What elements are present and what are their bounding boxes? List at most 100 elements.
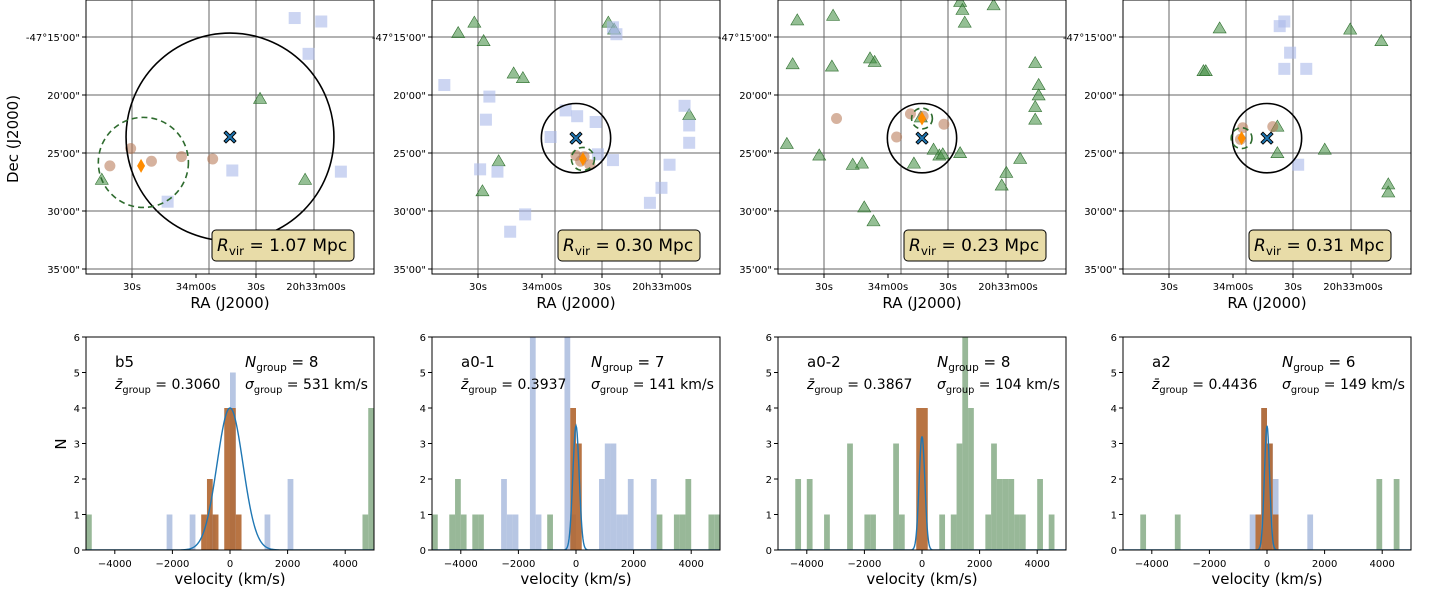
histogram-bar-brown	[235, 514, 242, 550]
sky-xtick-label: 30s	[123, 282, 141, 293]
hist-xtick-label: 4000	[1024, 559, 1049, 570]
member-triangle-marker	[845, 157, 860, 170]
hist-xtick-label: 0	[573, 559, 579, 570]
sky-ytick-label: 25'00"	[47, 149, 80, 160]
group-name-label: a0-1	[461, 353, 495, 371]
member-triangle-marker	[854, 156, 869, 169]
group-redshift-label-part-2: = 0.3060	[151, 377, 221, 393]
member-square-marker	[438, 79, 451, 92]
member-square-marker	[1292, 158, 1305, 171]
group-count-label-part-1: group	[602, 362, 633, 374]
group-dispersion-label-part-2: = 141 km/s	[628, 377, 714, 393]
histogram-bar-green	[1019, 514, 1026, 550]
gaussian-fit-line	[778, 436, 1066, 550]
member-triangle-marker	[467, 15, 482, 28]
hist-ytick-label: 6	[766, 333, 772, 344]
group-redshift-label: z̄group = 0.3060	[114, 377, 220, 396]
member-square-marker	[1278, 62, 1291, 75]
histogram-bar-green	[656, 514, 663, 550]
histogram-bar-blue	[627, 479, 634, 550]
gaussian-fit-line	[86, 407, 374, 550]
member-triangle-marker	[491, 154, 506, 167]
sky-xtick-label: 20h33m00s	[632, 282, 691, 293]
hist-xtick-label: −2000	[155, 559, 189, 570]
histogram-bar-green	[824, 514, 830, 550]
rvir-annotation-text-part-0: R	[563, 236, 575, 256]
member-square-marker	[226, 164, 239, 177]
sky-panel-frame	[431, 0, 721, 275]
sky-ytick-label: 30'00"	[47, 207, 80, 218]
sky-xtick-label: 20h33m00s	[286, 282, 345, 293]
member-circle-marker	[104, 160, 116, 172]
hist-xtick-label: −4000	[790, 559, 824, 570]
histogram-bar-green	[685, 479, 692, 550]
histogram-bar-green	[1376, 479, 1383, 550]
member-circle-marker	[1237, 122, 1249, 134]
member-triangle-marker	[1028, 112, 1043, 125]
member-square-marker	[504, 225, 517, 238]
hist-ytick-label: 3	[766, 440, 772, 451]
hist-xtick-label: −2000	[1192, 559, 1226, 570]
member-triangle-marker	[1270, 146, 1285, 159]
hist-xtick-label: 2000	[967, 559, 992, 570]
sky-ytick-label: 20'00"	[739, 91, 772, 102]
member-triangle-marker	[515, 71, 530, 83]
hist-x-axis-label: velocity (km/s)	[866, 570, 977, 588]
member-circle-marker	[831, 113, 843, 125]
sky-plot-area	[778, 0, 1066, 274]
member-triangle-marker	[1031, 77, 1046, 90]
histogram-bar-green	[547, 514, 553, 550]
member-square-marker	[1300, 62, 1313, 75]
sky-panel-frame	[1122, 0, 1412, 275]
hist-plot-area	[1123, 408, 1411, 550]
member-square-marker	[589, 115, 602, 128]
hist-xtick-label: 2000	[275, 559, 300, 570]
histogram-bar-blue	[1249, 514, 1256, 550]
sky-x-axis-label: RA (J2000)	[1227, 294, 1306, 312]
bcg-diamond-marker	[578, 151, 587, 166]
sky-panel-frame	[85, 0, 375, 275]
group-redshift-label-part-0: z̄	[1151, 377, 1160, 393]
sky-ytick-label: 25'00"	[739, 149, 772, 160]
hist-xtick-label: 2000	[621, 559, 646, 570]
histogram-bar-green	[939, 514, 946, 550]
sky-xtick-label: 30s	[815, 282, 833, 293]
histogram-bar-blue	[166, 514, 173, 550]
sky-panel-3: Rvir = 0.23 Mpc -47°15'00" 20'00" 25'00" 30'…	[718, 0, 1067, 312]
histogram-bar-green	[1014, 514, 1020, 550]
member-triangle-marker	[955, 2, 970, 15]
member-square-marker	[655, 181, 668, 194]
member-square-marker	[302, 47, 315, 60]
histogram-bar-brown	[1255, 514, 1262, 550]
group-dashed-circle	[570, 146, 596, 172]
histogram-bar-blue	[512, 514, 519, 550]
member-square-marker	[1284, 46, 1297, 59]
group-redshift-label-part-0: z̄	[114, 377, 123, 393]
group-redshift-label-part-0: z̄	[460, 377, 469, 393]
member-triangle-marker	[1028, 55, 1043, 68]
hist-ytick-label: 1	[74, 511, 80, 522]
rvir-annotation-text-part-0: R	[217, 236, 229, 256]
rvir-annotation-text: Rvir = 1.07 Mpc	[217, 236, 347, 258]
group-count-label-part-2: = 7	[633, 353, 665, 371]
histogram-bar-green	[806, 479, 813, 550]
gaussian-fit-line	[1123, 425, 1411, 550]
histogram-bar-blue	[529, 337, 536, 550]
hist-ytick-label: 3	[74, 440, 80, 451]
rvir-annotation-box	[903, 229, 1047, 262]
group-dispersion-label: σgroup = 104 km/s	[937, 377, 1060, 396]
histogram-bar-green	[432, 514, 438, 550]
sky-xtick-label: 30s	[1284, 282, 1302, 293]
virial-radius-circle	[886, 102, 958, 174]
group-dashed-circle	[97, 116, 190, 209]
rvir-annotation-text: Rvir = 0.23 Mpc	[909, 236, 1039, 258]
member-triangle-marker	[1013, 151, 1028, 164]
rvir-annotation-box	[211, 229, 355, 262]
rvir-annotation-text-part-0: R	[1254, 236, 1266, 256]
bcg-diamond-marker	[918, 111, 926, 126]
group-dispersion-label-part-0: σ	[1282, 377, 1292, 393]
histogram-bar-green	[1174, 514, 1181, 550]
histogram-bar-green	[1037, 479, 1043, 550]
sky-xtick-label: 34m00s	[868, 282, 908, 293]
